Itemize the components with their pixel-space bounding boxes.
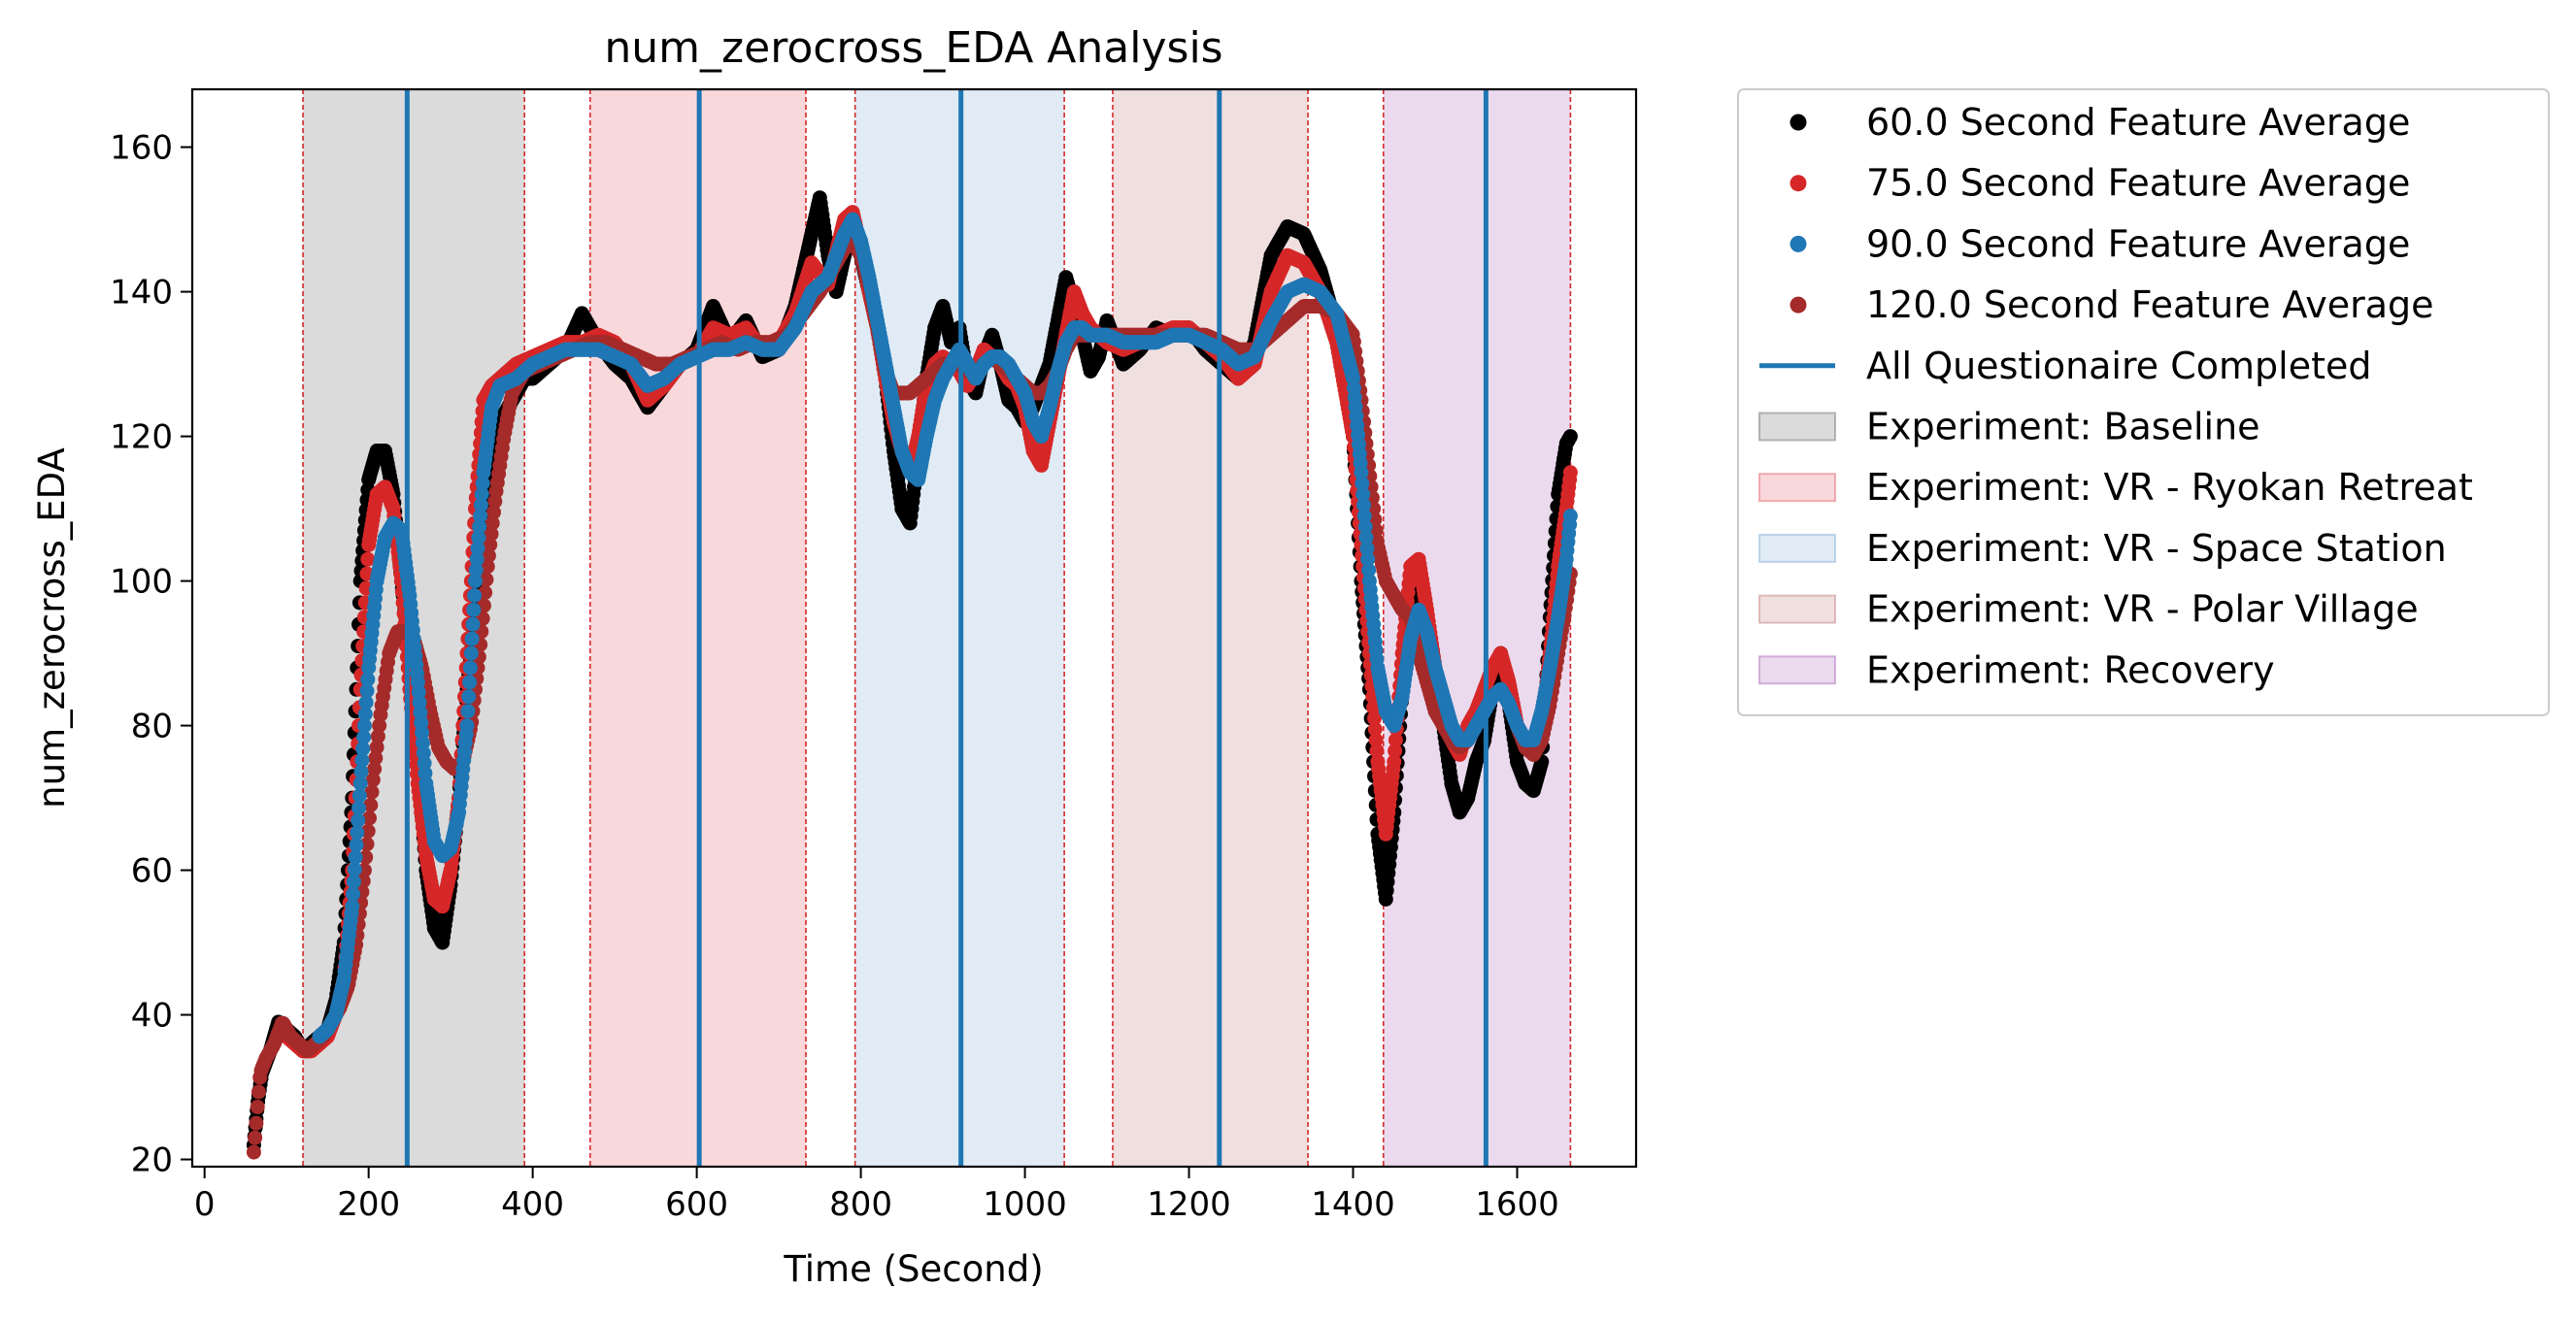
series-1-point <box>1387 754 1402 770</box>
series-3-point <box>362 810 377 826</box>
series-3-point <box>365 772 381 787</box>
series-3-point <box>364 784 380 800</box>
series-layer <box>246 190 1578 1160</box>
series-3-point <box>483 537 498 552</box>
plot-area <box>190 87 1638 1169</box>
series-3-point <box>246 1144 261 1160</box>
series-3-point <box>367 761 383 776</box>
series-0-point <box>1562 429 1578 445</box>
series-3-point <box>359 837 375 852</box>
series-2-point <box>462 675 478 690</box>
series-3-point <box>479 572 494 587</box>
series-3-point <box>250 1100 265 1114</box>
series-3-point <box>372 718 387 734</box>
series-2-point <box>464 631 480 646</box>
series-1-point <box>1562 465 1578 480</box>
series-3-point <box>480 559 495 575</box>
series-3-point <box>370 729 385 744</box>
series-2-point <box>463 645 479 661</box>
series-3-point <box>484 526 499 542</box>
series-2-point <box>346 875 361 889</box>
series-2-point <box>351 801 366 815</box>
series-2-point <box>461 689 477 705</box>
chart-title: num_zerocross_EDA Analysis <box>604 23 1222 73</box>
series-3-point <box>485 515 500 531</box>
series-2-point <box>466 602 482 617</box>
series-1-point <box>1367 710 1382 726</box>
series-2-point <box>348 849 363 865</box>
series-3-point <box>486 505 501 520</box>
series-2-point <box>465 616 481 632</box>
series-3-point <box>248 1130 263 1145</box>
series-1-point <box>1367 721 1383 737</box>
series-3-point <box>360 823 376 839</box>
series-3-point <box>363 798 379 812</box>
series-2-point <box>467 588 483 603</box>
phase-bands <box>302 89 1572 1167</box>
series-1-point <box>1388 743 1403 759</box>
series-1-point <box>1388 733 1403 747</box>
series-3-point <box>249 1115 264 1131</box>
series-3-point <box>251 1084 266 1100</box>
series-1-point <box>360 551 376 567</box>
series-3-point <box>481 548 496 563</box>
series-3-point <box>368 750 384 766</box>
series-3-point <box>369 740 385 755</box>
series-3-point <box>358 849 374 865</box>
series-2-point <box>462 660 478 676</box>
series-2-point <box>460 704 476 719</box>
series-1-point <box>1368 733 1384 747</box>
series-2-point <box>459 718 475 734</box>
series-1-point <box>1369 743 1385 759</box>
